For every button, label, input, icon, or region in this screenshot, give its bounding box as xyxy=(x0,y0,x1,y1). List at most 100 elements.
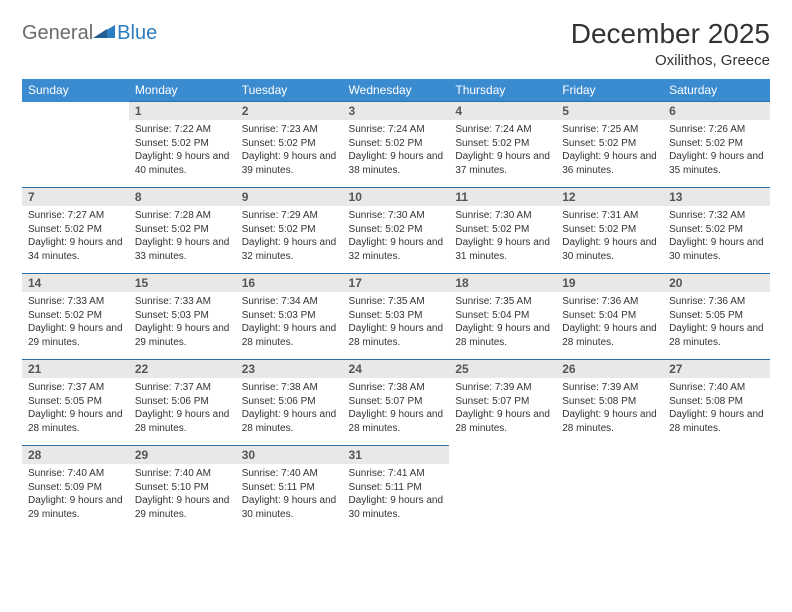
day-number: 9 xyxy=(236,188,343,206)
weekday-header: Friday xyxy=(556,79,663,102)
daylight-line: Daylight: 9 hours and 31 minutes. xyxy=(455,236,550,263)
daylight-line: Daylight: 9 hours and 37 minutes. xyxy=(455,150,550,177)
weekday-header: Saturday xyxy=(663,79,770,102)
day-details: Sunrise: 7:37 AMSunset: 5:05 PMDaylight:… xyxy=(22,378,129,441)
weekday-header: Monday xyxy=(129,79,236,102)
weekday-header: Thursday xyxy=(449,79,556,102)
daylight-line: Daylight: 9 hours and 29 minutes. xyxy=(28,322,123,349)
weekday-row: Sunday Monday Tuesday Wednesday Thursday… xyxy=(22,79,770,102)
daylight-line: Daylight: 9 hours and 28 minutes. xyxy=(242,408,337,435)
day-details: Sunrise: 7:28 AMSunset: 5:02 PMDaylight:… xyxy=(129,206,236,269)
daylight-line: Daylight: 9 hours and 30 minutes. xyxy=(349,494,444,521)
day-cell: 26Sunrise: 7:39 AMSunset: 5:08 PMDayligh… xyxy=(556,360,663,446)
daylight-line: Daylight: 9 hours and 38 minutes. xyxy=(349,150,444,177)
day-details: Sunrise: 7:35 AMSunset: 5:03 PMDaylight:… xyxy=(343,292,450,355)
daylight-line: Daylight: 9 hours and 28 minutes. xyxy=(349,322,444,349)
sunset-line: Sunset: 5:03 PM xyxy=(242,309,337,323)
sunrise-line: Sunrise: 7:34 AM xyxy=(242,295,337,309)
sunset-line: Sunset: 5:02 PM xyxy=(455,223,550,237)
daylight-line: Daylight: 9 hours and 35 minutes. xyxy=(669,150,764,177)
day-cell: 31Sunrise: 7:41 AMSunset: 5:11 PMDayligh… xyxy=(343,446,450,532)
sunset-line: Sunset: 5:06 PM xyxy=(242,395,337,409)
day-details: Sunrise: 7:41 AMSunset: 5:11 PMDaylight:… xyxy=(343,464,450,527)
sunset-line: Sunset: 5:05 PM xyxy=(669,309,764,323)
day-number: 21 xyxy=(22,360,129,378)
day-details: Sunrise: 7:27 AMSunset: 5:02 PMDaylight:… xyxy=(22,206,129,269)
calendar-row: 21Sunrise: 7:37 AMSunset: 5:05 PMDayligh… xyxy=(22,360,770,446)
day-details: Sunrise: 7:36 AMSunset: 5:04 PMDaylight:… xyxy=(556,292,663,355)
day-details: Sunrise: 7:31 AMSunset: 5:02 PMDaylight:… xyxy=(556,206,663,269)
day-details: Sunrise: 7:33 AMSunset: 5:02 PMDaylight:… xyxy=(22,292,129,355)
sunset-line: Sunset: 5:07 PM xyxy=(349,395,444,409)
day-number: 25 xyxy=(449,360,556,378)
daylight-line: Daylight: 9 hours and 28 minutes. xyxy=(349,408,444,435)
day-details: Sunrise: 7:34 AMSunset: 5:03 PMDaylight:… xyxy=(236,292,343,355)
sunset-line: Sunset: 5:03 PM xyxy=(135,309,230,323)
day-details: Sunrise: 7:40 AMSunset: 5:08 PMDaylight:… xyxy=(663,378,770,441)
sunset-line: Sunset: 5:04 PM xyxy=(455,309,550,323)
day-cell: 6Sunrise: 7:26 AMSunset: 5:02 PMDaylight… xyxy=(663,102,770,188)
sunset-line: Sunset: 5:08 PM xyxy=(669,395,764,409)
sunrise-line: Sunrise: 7:33 AM xyxy=(28,295,123,309)
daylight-line: Daylight: 9 hours and 29 minutes. xyxy=(28,494,123,521)
sunrise-line: Sunrise: 7:37 AM xyxy=(28,381,123,395)
weekday-header: Tuesday xyxy=(236,79,343,102)
day-cell: 17Sunrise: 7:35 AMSunset: 5:03 PMDayligh… xyxy=(343,274,450,360)
day-number: 1 xyxy=(129,102,236,120)
sunset-line: Sunset: 5:05 PM xyxy=(28,395,123,409)
day-number: 22 xyxy=(129,360,236,378)
sunrise-line: Sunrise: 7:32 AM xyxy=(669,209,764,223)
day-cell: 28Sunrise: 7:40 AMSunset: 5:09 PMDayligh… xyxy=(22,446,129,532)
sunset-line: Sunset: 5:10 PM xyxy=(135,481,230,495)
day-cell: 23Sunrise: 7:38 AMSunset: 5:06 PMDayligh… xyxy=(236,360,343,446)
sunrise-line: Sunrise: 7:37 AM xyxy=(135,381,230,395)
day-cell: 1Sunrise: 7:22 AMSunset: 5:02 PMDaylight… xyxy=(129,102,236,188)
day-details: Sunrise: 7:30 AMSunset: 5:02 PMDaylight:… xyxy=(343,206,450,269)
day-details: Sunrise: 7:32 AMSunset: 5:02 PMDaylight:… xyxy=(663,206,770,269)
empty-cell xyxy=(663,446,770,532)
day-number: 11 xyxy=(449,188,556,206)
day-number: 2 xyxy=(236,102,343,120)
daylight-line: Daylight: 9 hours and 29 minutes. xyxy=(135,322,230,349)
day-number: 10 xyxy=(343,188,450,206)
day-cell: 14Sunrise: 7:33 AMSunset: 5:02 PMDayligh… xyxy=(22,274,129,360)
sunrise-line: Sunrise: 7:40 AM xyxy=(28,467,123,481)
day-details: Sunrise: 7:33 AMSunset: 5:03 PMDaylight:… xyxy=(129,292,236,355)
day-number: 3 xyxy=(343,102,450,120)
day-details: Sunrise: 7:38 AMSunset: 5:06 PMDaylight:… xyxy=(236,378,343,441)
sunset-line: Sunset: 5:02 PM xyxy=(242,223,337,237)
day-cell: 21Sunrise: 7:37 AMSunset: 5:05 PMDayligh… xyxy=(22,360,129,446)
sunrise-line: Sunrise: 7:40 AM xyxy=(135,467,230,481)
daylight-line: Daylight: 9 hours and 32 minutes. xyxy=(242,236,337,263)
logo-text-general: General xyxy=(22,22,93,45)
day-number: 4 xyxy=(449,102,556,120)
sunset-line: Sunset: 5:09 PM xyxy=(28,481,123,495)
day-cell: 10Sunrise: 7:30 AMSunset: 5:02 PMDayligh… xyxy=(343,188,450,274)
sunrise-line: Sunrise: 7:38 AM xyxy=(349,381,444,395)
daylight-line: Daylight: 9 hours and 30 minutes. xyxy=(669,236,764,263)
sunrise-line: Sunrise: 7:35 AM xyxy=(455,295,550,309)
day-cell: 5Sunrise: 7:25 AMSunset: 5:02 PMDaylight… xyxy=(556,102,663,188)
sunrise-line: Sunrise: 7:40 AM xyxy=(242,467,337,481)
daylight-line: Daylight: 9 hours and 33 minutes. xyxy=(135,236,230,263)
day-number: 27 xyxy=(663,360,770,378)
empty-cell xyxy=(22,102,129,188)
day-cell: 11Sunrise: 7:30 AMSunset: 5:02 PMDayligh… xyxy=(449,188,556,274)
sunset-line: Sunset: 5:08 PM xyxy=(562,395,657,409)
sunset-line: Sunset: 5:02 PM xyxy=(562,223,657,237)
day-number: 24 xyxy=(343,360,450,378)
calendar-page: General Blue December 2025 Oxilithos, Gr… xyxy=(0,0,792,550)
day-cell: 25Sunrise: 7:39 AMSunset: 5:07 PMDayligh… xyxy=(449,360,556,446)
day-number: 5 xyxy=(556,102,663,120)
day-number: 23 xyxy=(236,360,343,378)
sunrise-line: Sunrise: 7:26 AM xyxy=(669,123,764,137)
title-block: December 2025 Oxilithos, Greece xyxy=(571,18,770,69)
day-details: Sunrise: 7:36 AMSunset: 5:05 PMDaylight:… xyxy=(663,292,770,355)
day-cell: 9Sunrise: 7:29 AMSunset: 5:02 PMDaylight… xyxy=(236,188,343,274)
sunrise-line: Sunrise: 7:40 AM xyxy=(669,381,764,395)
day-cell: 12Sunrise: 7:31 AMSunset: 5:02 PMDayligh… xyxy=(556,188,663,274)
sunrise-line: Sunrise: 7:28 AM xyxy=(135,209,230,223)
day-details: Sunrise: 7:37 AMSunset: 5:06 PMDaylight:… xyxy=(129,378,236,441)
day-details: Sunrise: 7:24 AMSunset: 5:02 PMDaylight:… xyxy=(343,120,450,183)
location: Oxilithos, Greece xyxy=(571,52,770,69)
